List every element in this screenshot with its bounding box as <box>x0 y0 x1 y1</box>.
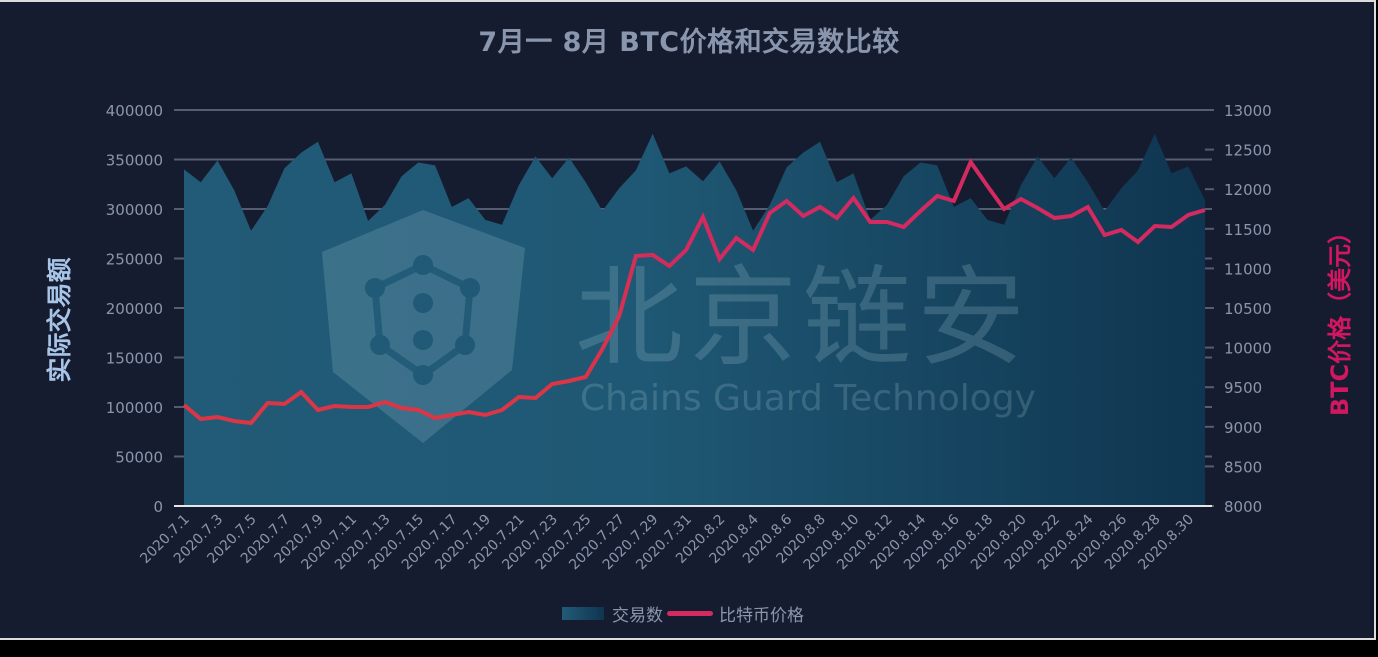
right-axis-tick-label: 13000 <box>1224 102 1272 120</box>
legend-volume-label[interactable]: 交易数 <box>612 605 663 626</box>
btc-price-line-series <box>182 157 1206 426</box>
left-axis-tick-label: 300000 <box>106 201 163 219</box>
right-axis-tick-label: 11500 <box>1224 221 1272 239</box>
right-axis-tick-label: 12500 <box>1224 142 1272 160</box>
left-axis-tick-label: 200000 <box>106 300 163 318</box>
left-axis-tick-label: 0 <box>153 498 163 516</box>
left-axis-tick-label: 50000 <box>115 449 163 467</box>
svg-text:实际交易额: 实际交易额 <box>45 257 74 382</box>
left-axis-tick-label: 350000 <box>106 152 163 170</box>
left-axis-tick-label: 150000 <box>106 350 163 368</box>
right-axis-tick-label: 10500 <box>1224 300 1272 318</box>
watermark-text-cn: 北京链安 <box>575 256 1031 381</box>
legend-price-label[interactable]: 比特币价格 <box>719 605 804 626</box>
right-axis-tick-label: 10000 <box>1224 340 1272 358</box>
chart-legend: 交易数 比特币价格 <box>562 601 804 626</box>
left-axis-title: 实际交易额 <box>45 257 74 382</box>
watermark-logo <box>322 210 525 443</box>
right-axis-title: BTC价格（美元） <box>1326 220 1354 416</box>
right-axis-tick-label: 9000 <box>1224 419 1262 437</box>
right-axis-tick-label: 9500 <box>1224 379 1262 397</box>
left-axis-tick-label: 100000 <box>106 399 163 417</box>
legend-area-swatch-icon[interactable] <box>562 606 604 620</box>
watermark-text-en: Chains Guard Technology <box>580 378 1036 419</box>
right-axis-tick-label: 12000 <box>1224 181 1272 199</box>
chart-title: 7月一 8月 BTC价格和交易数比较 <box>478 27 900 58</box>
left-axis-tick-label: 400000 <box>106 102 163 120</box>
right-axis-tick-label: 8000 <box>1224 498 1262 516</box>
legend-line-swatch-icon[interactable] <box>667 610 713 616</box>
right-axis-tick-label: 8500 <box>1224 458 1262 476</box>
left-axis-tick-label: 250000 <box>106 251 163 269</box>
svg-text:BTC价格（美元）: BTC价格（美元） <box>1326 220 1354 416</box>
right-axis-tick-label: 11000 <box>1224 260 1272 278</box>
volume-area-series <box>184 133 1205 507</box>
